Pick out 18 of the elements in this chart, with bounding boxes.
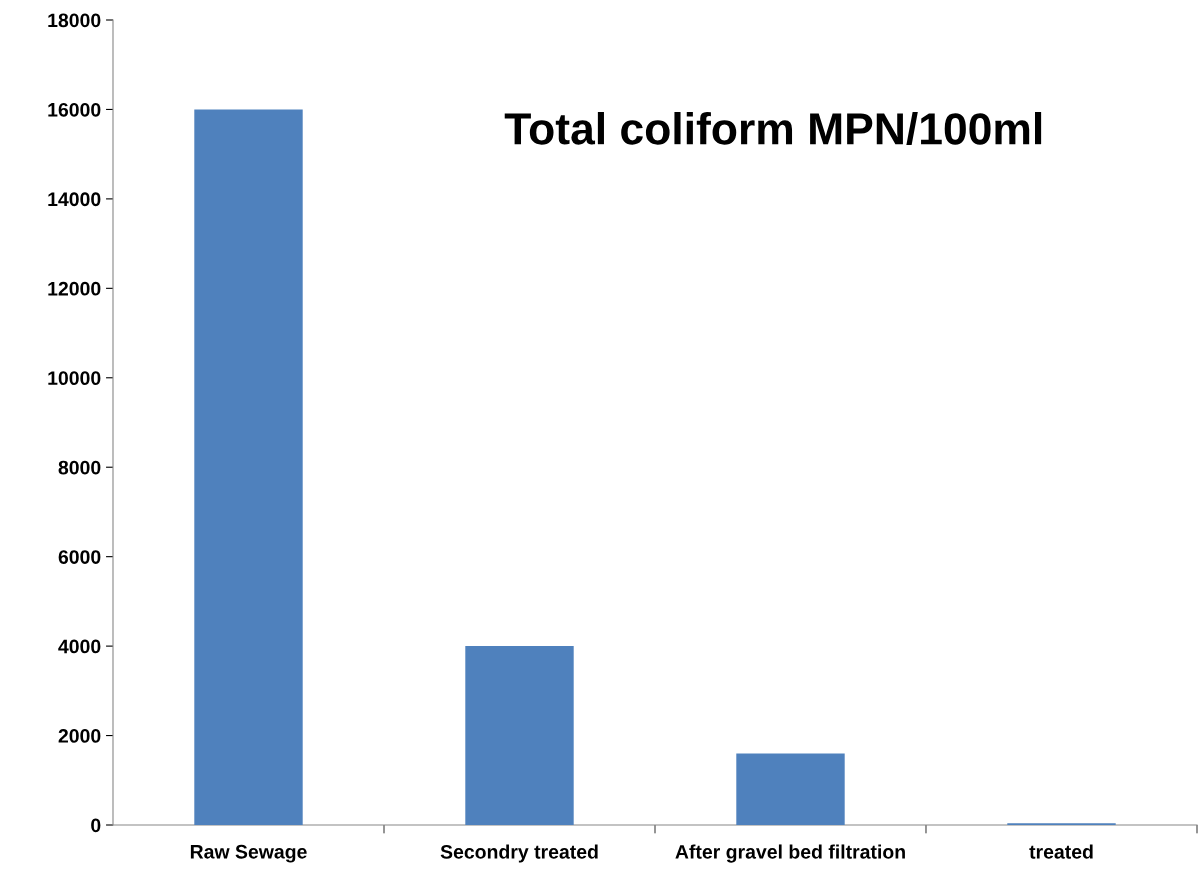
y-tick-label: 2000 bbox=[58, 729, 101, 743]
y-tick-label: 0 bbox=[91, 818, 101, 833]
y-tick-label: 6000 bbox=[58, 550, 101, 564]
x-tick-label: Secondry treated bbox=[440, 844, 598, 863]
text: Total coliform MPN/100ml bbox=[504, 111, 1042, 146]
x-tick-label: treated bbox=[1029, 844, 1093, 859]
y-tick-label: 16000 bbox=[48, 102, 101, 117]
x-tick-label: Raw Sewage bbox=[190, 844, 307, 863]
y-tick-label: 12000 bbox=[48, 281, 101, 296]
y-tick-label: 18000 bbox=[48, 13, 101, 28]
y-tick-label: 14000 bbox=[48, 192, 101, 207]
bar bbox=[194, 109, 303, 825]
y-tick-label: 4000 bbox=[58, 639, 101, 654]
y-tick-label: 8000 bbox=[58, 460, 101, 475]
bar bbox=[736, 753, 845, 825]
x-tick-label: After gravel bed filtration bbox=[675, 844, 905, 863]
y-tick-label: 10000 bbox=[48, 371, 101, 386]
bar bbox=[465, 646, 574, 825]
